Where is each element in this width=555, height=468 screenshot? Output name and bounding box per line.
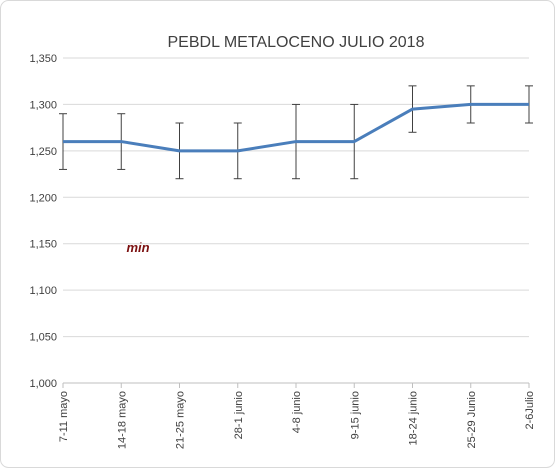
x-tick-label: 28-1 junio: [233, 391, 245, 439]
x-tick-label: 9-15 junio: [349, 391, 361, 439]
x-tick-label: 7-11 mayo: [58, 391, 70, 442]
x-tick-label: 21-25 mayo: [175, 391, 187, 449]
x-tick-label: 2-6Julio: [524, 391, 536, 430]
y-tick-label: 1,050: [29, 332, 57, 344]
y-tick-label: 1,300: [29, 99, 57, 111]
x-tick-label: 25-29 Junio: [466, 391, 478, 449]
y-tick-label: 1,000: [29, 378, 57, 390]
line-series: [63, 102, 529, 153]
y-tick-label: 1,100: [29, 285, 57, 297]
y-tick-label: 1,150: [29, 239, 57, 251]
x-tick-label: 4-8 junio: [291, 391, 303, 433]
x-tick-label: 14-18 mayo: [116, 391, 128, 449]
y-tick-label: 1,250: [29, 146, 57, 158]
chart-title: PEBDL METALOCENO JULIO 2018: [168, 34, 425, 51]
annotation: min: [126, 240, 149, 255]
y-tick-label: 1,200: [29, 192, 57, 204]
y-tick-label: 1,350: [29, 53, 57, 65]
x-tick-label: 18-24 junio: [408, 391, 420, 445]
